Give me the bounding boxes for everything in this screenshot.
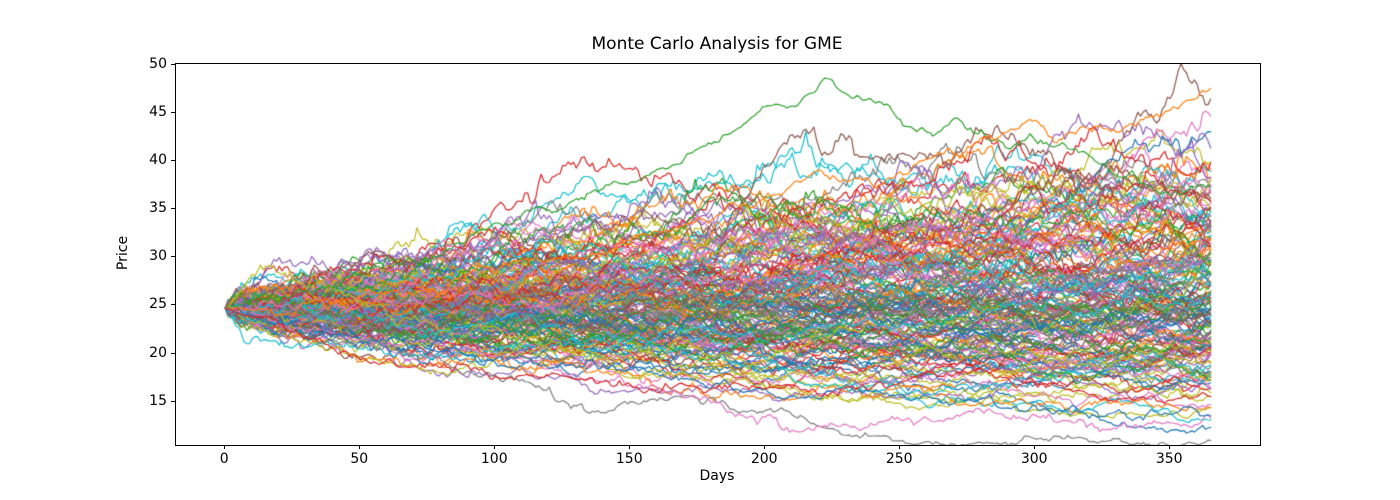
y-tick-mark-45 xyxy=(171,112,175,114)
x-tick-mark-300 xyxy=(1034,445,1036,449)
x-axis-label: Days xyxy=(699,468,735,484)
y-tick-label-30: 30 xyxy=(149,248,167,265)
y-tick-mark-15 xyxy=(171,400,175,402)
y-tick-label-35: 35 xyxy=(149,200,167,217)
x-tick-mark-0 xyxy=(224,445,226,449)
y-tick-mark-50 xyxy=(171,63,175,65)
x-tick-label-300: 300 xyxy=(1020,451,1048,467)
y-tick-label-50: 50 xyxy=(149,55,167,72)
y-tick-label-25: 25 xyxy=(149,296,167,313)
x-tick-mark-50 xyxy=(359,445,361,449)
y-tick-mark-30 xyxy=(171,256,175,258)
x-tick-label-100: 100 xyxy=(480,451,508,467)
x-tick-label-0: 0 xyxy=(219,451,229,467)
x-tick-label-150: 150 xyxy=(615,451,643,467)
x-tick-mark-200 xyxy=(764,445,766,449)
plot-area xyxy=(175,63,1261,446)
y-tick-label-15: 15 xyxy=(149,392,167,409)
chart-title: Monte Carlo Analysis for GME xyxy=(591,34,843,54)
y-tick-mark-35 xyxy=(171,208,175,210)
x-tick-mark-100 xyxy=(494,445,496,449)
x-tick-mark-350 xyxy=(1169,445,1171,449)
simulation-paths-canvas xyxy=(176,64,1260,445)
x-tick-mark-250 xyxy=(899,445,901,449)
x-tick-label-350: 350 xyxy=(1155,451,1183,467)
y-tick-label-45: 45 xyxy=(149,104,167,121)
x-tick-label-50: 50 xyxy=(350,451,369,467)
y-axis-label: Price xyxy=(115,235,131,271)
y-tick-label-20: 20 xyxy=(149,344,167,361)
y-tick-mark-25 xyxy=(171,304,175,306)
y-tick-label-40: 40 xyxy=(149,152,167,169)
y-tick-mark-40 xyxy=(171,160,175,162)
y-tick-mark-20 xyxy=(171,352,175,354)
x-tick-label-200: 200 xyxy=(750,451,778,467)
x-tick-label-250: 250 xyxy=(885,451,913,467)
x-tick-mark-150 xyxy=(629,445,631,449)
